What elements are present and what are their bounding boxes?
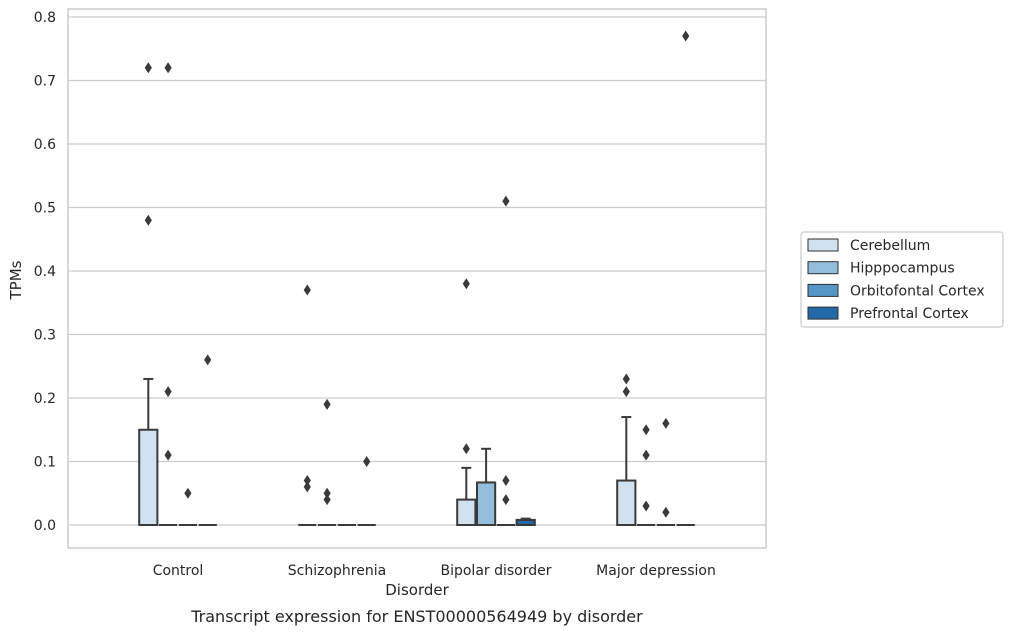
y-tick-label: 0.1 [34,455,56,471]
outliers [144,30,690,518]
x-tick-label: Major depression [596,563,716,579]
outlier-point [204,354,212,366]
outlier-point [144,214,152,226]
outlier-point [323,494,331,506]
outlier-point [502,475,510,487]
box-cerebellum [456,466,477,527]
y-axis-ticks: 0.0 0.1 0.2 0.3 0.4 0.5 0.6 0.7 0.8 [34,10,56,534]
outlier-point [184,487,192,499]
outlier-point [164,62,172,74]
x-axis-label: Disorder [385,581,449,599]
legend-label: Orbitofontal Cortex [850,283,985,299]
box-rect [456,498,477,527]
outlier-point [642,424,650,436]
box-rect [138,428,159,526]
outlier-point [462,443,470,455]
y-tick-label: 0.5 [34,201,56,217]
legend-swatch [807,306,839,320]
y-axis-label: TPMs [7,260,25,300]
legend-swatch [807,238,839,252]
outlier-point [642,500,650,512]
box-hipppocampus [476,447,497,526]
outlier-point [323,398,331,410]
boxes [138,377,695,527]
y-tick-label: 0.2 [34,391,56,407]
outlier-point [363,456,371,467]
outlier-point [642,449,650,461]
legend-label: Prefrontal Cortex [850,306,969,322]
legend: Cerebellum Hipppocampus Orbitofontal Corte… [800,231,1004,328]
box-rect [616,479,637,526]
plot-frame [67,8,767,549]
outlier-point [323,487,331,499]
legend-label: Cerebellum [850,238,930,254]
gridlines [68,16,766,526]
y-tick-label: 0.8 [34,10,56,26]
y-tick-label: 0.4 [34,264,56,280]
y-tick-label: 0.7 [34,74,56,90]
box-rect [476,481,497,526]
outlier-point [303,284,311,296]
x-axis-ticks: Control Schizophrenia Bipolar disorder Majo… [153,563,716,579]
outlier-point [303,481,311,493]
outlier-point [164,386,172,398]
chart-caption: Transcript expression for ENST0000056494… [190,607,643,626]
y-tick-label: 0.0 [34,518,56,534]
outlier-point [662,417,670,429]
legend-frame [800,231,1004,328]
y-tick-label: 0.6 [34,137,56,153]
box-cerebellum [138,377,159,526]
legend-swatch [807,261,839,275]
x-tick-label: Bipolar disorder [440,563,551,579]
outlier-point [303,475,311,487]
outlier-point [462,278,470,290]
outlier-point [164,449,172,461]
outlier-point [502,195,510,207]
outlier-point [622,386,630,398]
outlier-point [682,30,690,42]
outlier-point [502,494,510,506]
outlier-point [144,62,152,74]
x-tick-label: Schizophrenia [288,563,386,579]
box-cerebellum [616,416,637,526]
box-prefrontal-cortex [515,517,536,526]
outlier-point [662,506,670,518]
legend-label: Hipppocampus [850,261,955,277]
outlier-point [622,373,630,385]
legend-swatch [807,283,839,297]
y-tick-label: 0.3 [34,328,56,344]
x-tick-label: Control [153,563,204,579]
